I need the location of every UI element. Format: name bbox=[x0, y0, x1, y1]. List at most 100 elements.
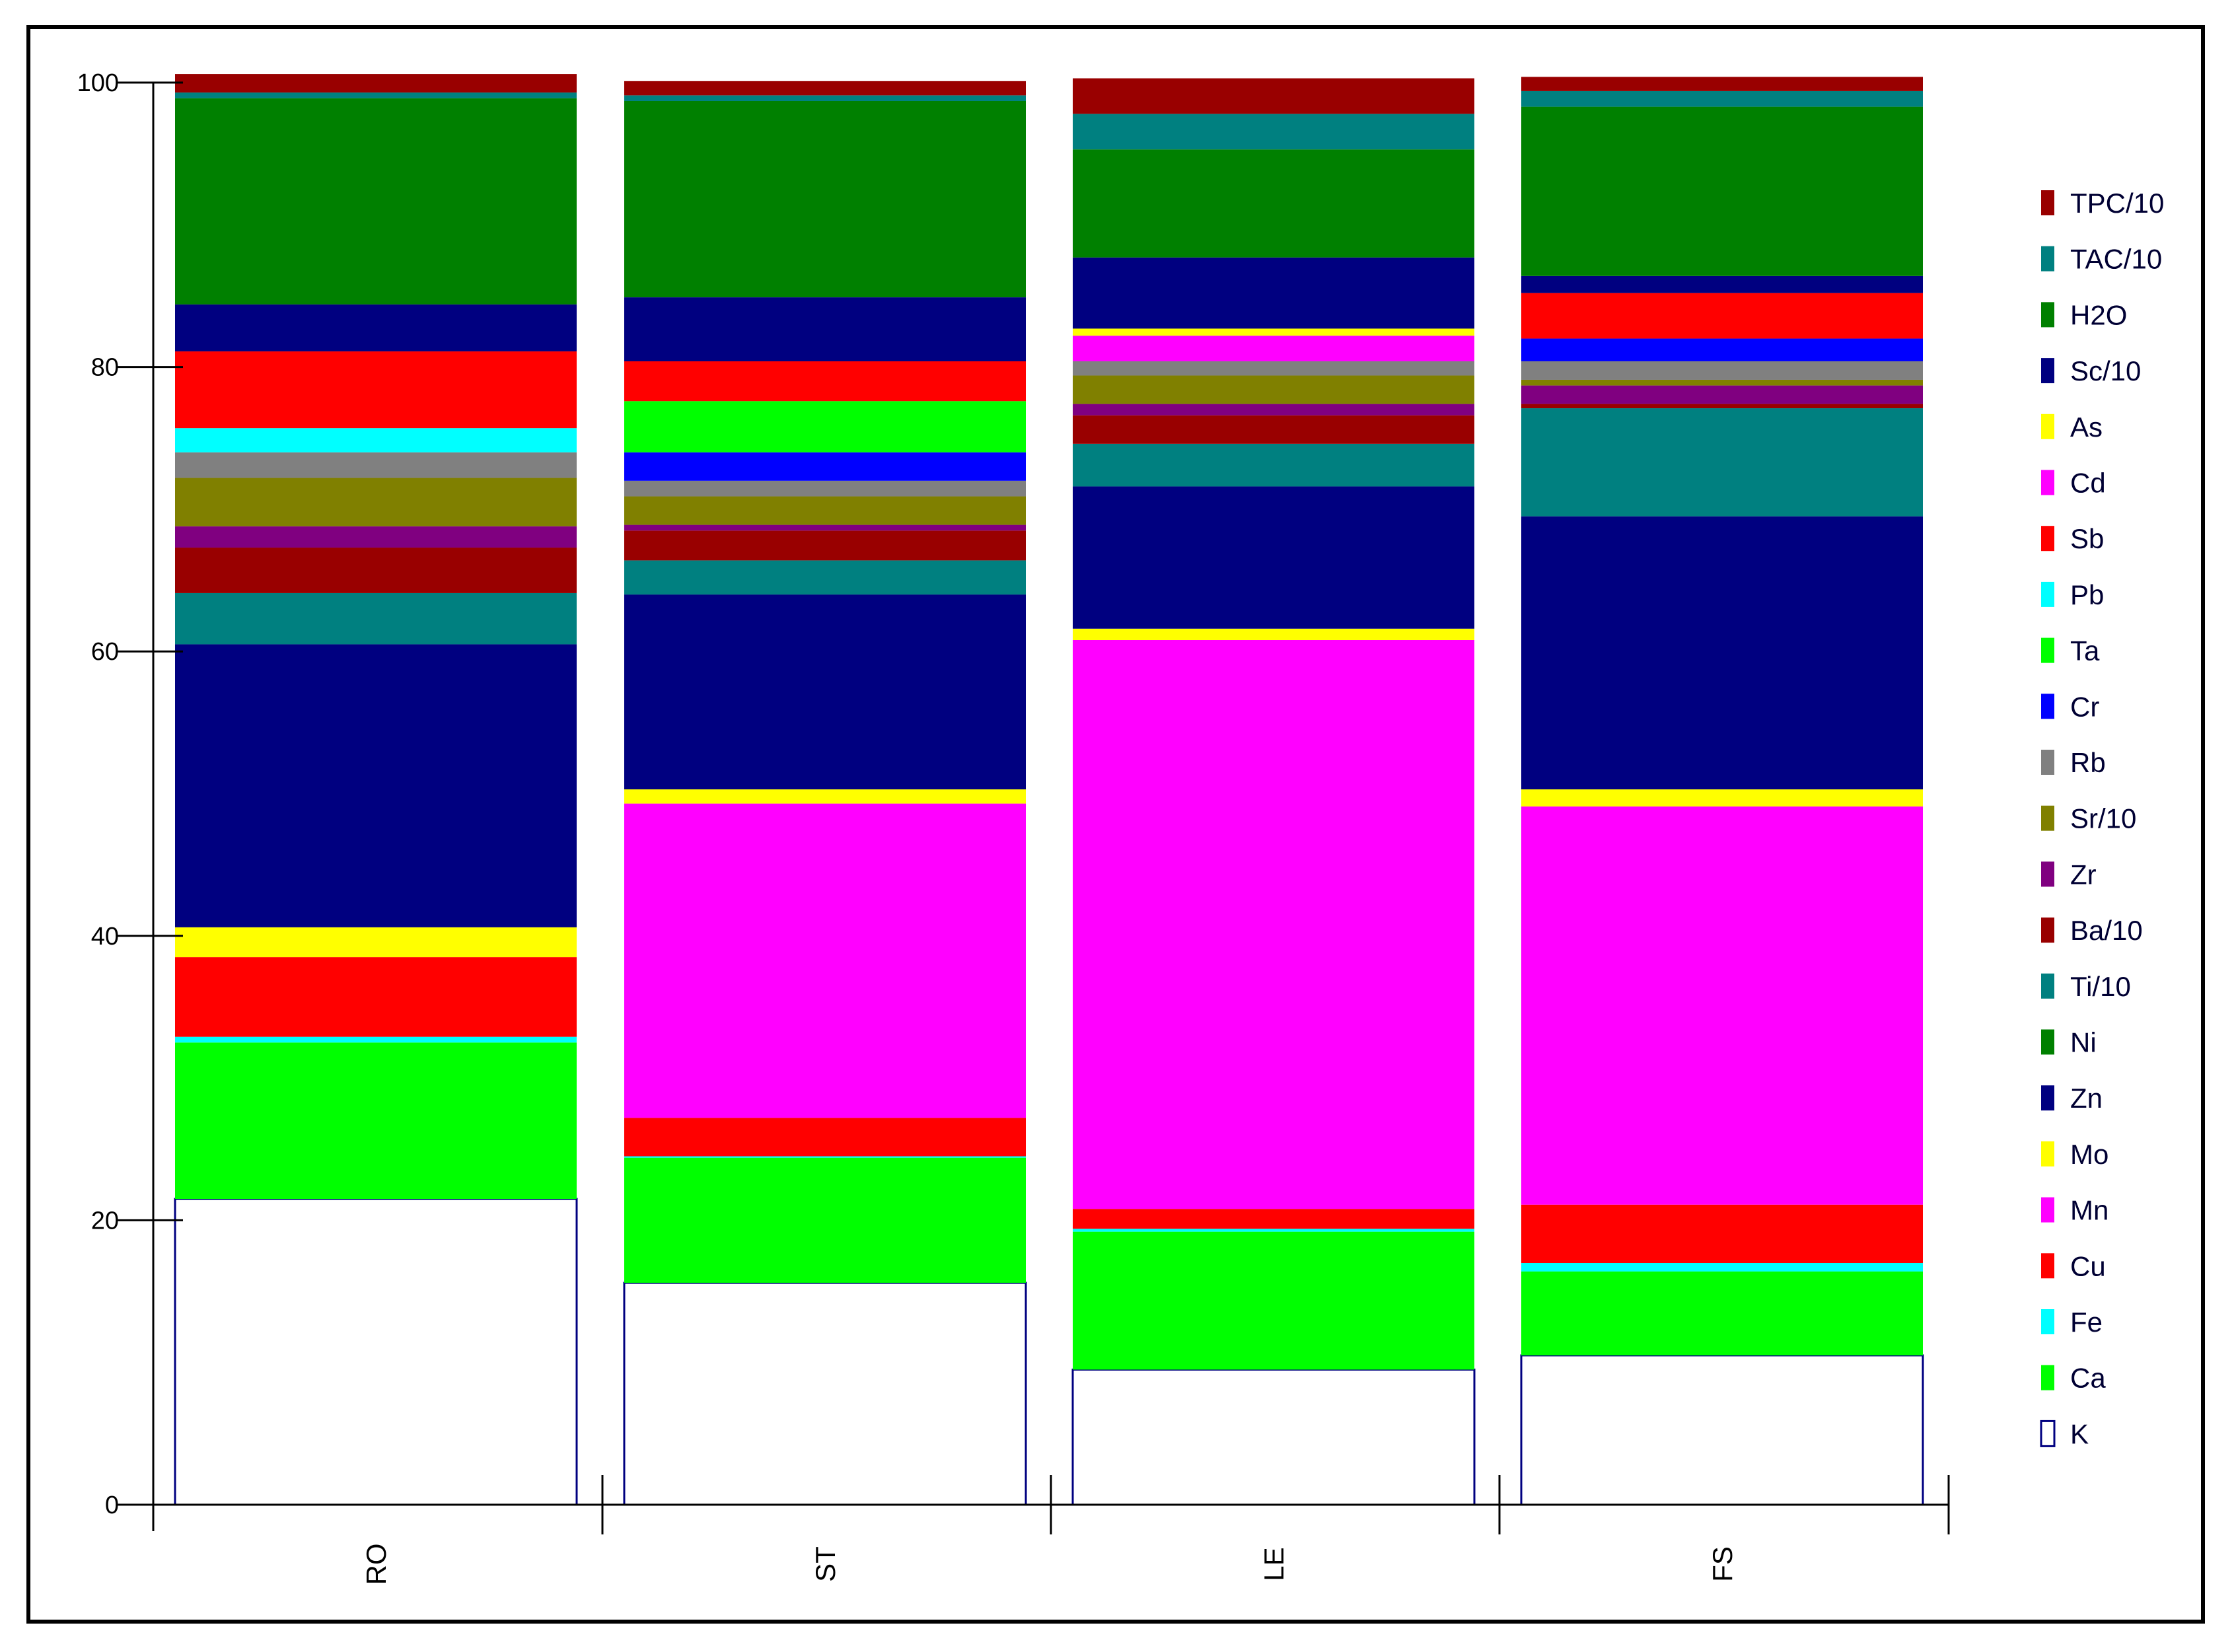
bar-segment-FS-Sr-10 bbox=[1521, 379, 1923, 386]
bar-segment-ST-Rb bbox=[624, 480, 1026, 497]
bar-segment-RO-Ti-10 bbox=[175, 593, 577, 645]
legend-swatch bbox=[2041, 1029, 2054, 1055]
legend-swatch bbox=[2041, 694, 2054, 719]
bar-segment-LE-TAC-10 bbox=[1073, 114, 1474, 150]
bar-segment-ST-Zn bbox=[624, 594, 1026, 790]
legend-swatch bbox=[2041, 526, 2054, 552]
legend-label: K bbox=[2070, 1418, 2089, 1449]
legend-label: As bbox=[2070, 412, 2103, 443]
bar-segment-RO-TPC-10 bbox=[175, 74, 577, 93]
bar-segment-RO-Zn bbox=[175, 644, 577, 927]
axes-layer: 0 20 40 60 80 100 RO ST LE FS bbox=[77, 69, 1950, 1585]
legend-label: Sb bbox=[2070, 523, 2104, 554]
bar-segment-FS-Sc-10 bbox=[1521, 275, 1923, 293]
bar-segment-RO-Zr bbox=[175, 526, 577, 548]
bar-segment-FS-Zn bbox=[1521, 516, 1923, 790]
bar-segment-LE-Cd bbox=[1073, 336, 1474, 361]
bar-segment-FS-Mn bbox=[1521, 806, 1923, 1205]
legend-swatch bbox=[2041, 1309, 2054, 1334]
bar-segment-LE-Sr-10 bbox=[1073, 375, 1474, 404]
bar-segment-RO-Rb bbox=[175, 452, 577, 478]
legend-swatch bbox=[2040, 1419, 2056, 1447]
y-tick-label: 40 bbox=[91, 923, 119, 951]
bar-segment-ST-Ba-10 bbox=[624, 530, 1026, 561]
legend-swatch bbox=[2041, 1365, 2054, 1390]
legend-label: Ti/10 bbox=[2070, 971, 2131, 1002]
bar-segment-FS-Sb bbox=[1521, 293, 1923, 339]
legend-label: Rb bbox=[2070, 747, 2106, 778]
legend-label: Ni bbox=[2070, 1027, 2097, 1058]
bar-segment-FS-Fe bbox=[1521, 1262, 1923, 1272]
bar-segment-LE-Mo bbox=[1073, 628, 1474, 640]
bar-segment-ST-H2O bbox=[624, 100, 1026, 298]
legend-label: Mn bbox=[2070, 1195, 2108, 1226]
legend-label: Mo bbox=[2070, 1139, 2108, 1170]
legend-label: Cu bbox=[2070, 1250, 2106, 1281]
bar-segment-ST-Fe bbox=[624, 1156, 1026, 1158]
legend-label: TPC/10 bbox=[2070, 188, 2164, 219]
bar-segment-ST-TPC-10 bbox=[624, 81, 1026, 96]
bar-segment-ST-Cu bbox=[624, 1118, 1026, 1157]
bar-segment-FS-Ba-10 bbox=[1521, 404, 1923, 409]
bar-segment-ST-Mo bbox=[624, 789, 1026, 804]
bar-segment-LE-Zr bbox=[1073, 404, 1474, 415]
bar-segment-LE-Cu bbox=[1073, 1209, 1474, 1229]
x-category-label: ST bbox=[810, 1546, 841, 1582]
bar-segment-LE-Ba-10 bbox=[1073, 415, 1474, 444]
legend: TPC/10 TAC/10 H2O Sc/10 As Cd Sb Pb Ta Cr Rb Sr/10 Z… bbox=[2040, 188, 2164, 1449]
y-tick-label: 20 bbox=[91, 1207, 119, 1235]
legend-swatch bbox=[2041, 637, 2054, 663]
legend-label: Sr/10 bbox=[2070, 803, 2136, 834]
x-category-label: RO bbox=[361, 1544, 392, 1585]
bar-segment-FS-H2O bbox=[1521, 106, 1923, 276]
bar-segment-RO-K bbox=[174, 1198, 578, 1506]
legend-swatch bbox=[2041, 861, 2054, 887]
y-tick-label: 100 bbox=[77, 69, 119, 97]
legend-label: Ca bbox=[2070, 1363, 2106, 1394]
bar-segment-LE-Ti-10 bbox=[1073, 443, 1474, 487]
bar-segment-RO-Fe bbox=[175, 1036, 577, 1043]
bars-layer bbox=[174, 74, 1924, 1506]
legend-swatch bbox=[2041, 190, 2054, 215]
bar-segment-ST-Zr bbox=[624, 524, 1026, 531]
bar-segment-ST-Sr-10 bbox=[624, 496, 1026, 525]
legend-label: Cr bbox=[2070, 691, 2099, 722]
bar-segment-ST-Ca bbox=[624, 1157, 1026, 1283]
legend-swatch bbox=[2041, 470, 2054, 495]
bar-segment-FS-Ti-10 bbox=[1521, 408, 1923, 517]
bar-segment-ST-Cr bbox=[624, 452, 1026, 481]
bar-segment-LE-H2O bbox=[1073, 149, 1474, 258]
bar-segment-FS-K bbox=[1520, 1354, 1924, 1506]
bar-segment-FS-Rb bbox=[1521, 361, 1923, 380]
legend-swatch bbox=[2041, 805, 2054, 831]
bar-segment-RO-Ba-10 bbox=[175, 548, 577, 593]
bar-segment-RO-Cu bbox=[175, 957, 577, 1037]
bar-segment-ST-Ta bbox=[624, 401, 1026, 452]
legend-label: Cd bbox=[2070, 468, 2106, 499]
bar-segment-ST-K bbox=[623, 1281, 1027, 1506]
legend-label: H2O bbox=[2070, 299, 2127, 330]
bar-segment-RO-Sr-10 bbox=[175, 478, 577, 526]
y-tick-label: 60 bbox=[91, 638, 119, 666]
bar-segment-LE-Sc-10 bbox=[1073, 257, 1474, 329]
legend-label: TAC/10 bbox=[2070, 244, 2162, 275]
bar-segment-ST-Sb bbox=[624, 361, 1026, 402]
legend-label: Ta bbox=[2070, 635, 2100, 666]
bar-segment-RO-Sb bbox=[175, 351, 577, 429]
y-tick-label: 0 bbox=[105, 1491, 119, 1519]
bar-segment-RO-Sc-10 bbox=[175, 304, 577, 351]
bar-segment-FS-TAC-10 bbox=[1521, 90, 1923, 107]
bar-segment-RO-H2O bbox=[175, 98, 577, 305]
bar-segment-LE-As bbox=[1073, 328, 1474, 336]
bar-segment-FS-Cr bbox=[1521, 338, 1923, 361]
legend-label: Pb bbox=[2070, 579, 2104, 610]
legend-swatch bbox=[2041, 581, 2054, 607]
bar-segment-LE-Zn bbox=[1073, 486, 1474, 629]
legend-swatch bbox=[2041, 750, 2054, 775]
legend-label: Fe bbox=[2070, 1307, 2103, 1338]
x-category-label: FS bbox=[1707, 1546, 1738, 1582]
legend-swatch bbox=[2041, 246, 2054, 271]
legend-label: Sc/10 bbox=[2070, 355, 2141, 386]
bar-segment-LE-Ca bbox=[1073, 1231, 1474, 1370]
